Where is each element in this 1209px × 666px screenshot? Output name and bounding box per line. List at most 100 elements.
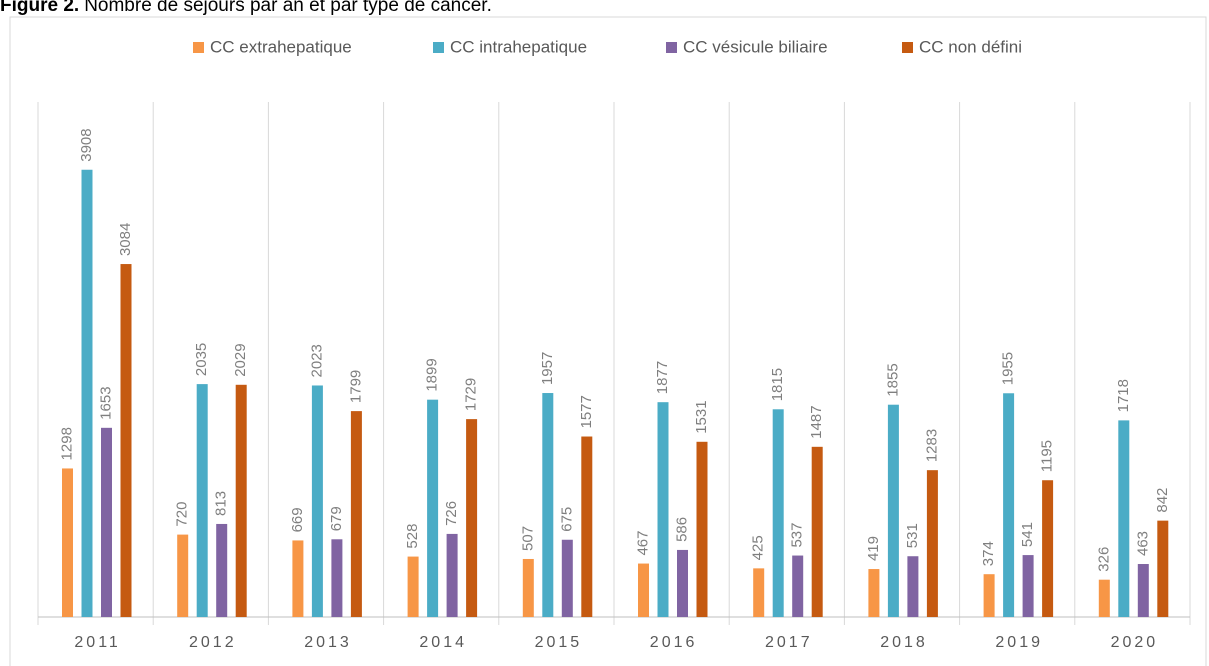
bar [772, 409, 784, 617]
legend-label: CC extrahepatique [210, 37, 352, 56]
value-label: 531 [904, 523, 921, 548]
legend-swatch [902, 42, 913, 53]
x-tick-label: 2013 [304, 634, 352, 651]
value-label: 1298 [58, 427, 75, 460]
x-tick-label: 2014 [419, 634, 467, 651]
bar [677, 549, 688, 617]
bar [887, 404, 899, 617]
x-tick-label: 2017 [765, 634, 813, 651]
value-label: 1799 [347, 370, 364, 403]
value-label: 1195 [1039, 440, 1056, 472]
x-tick-label: 2015 [535, 634, 583, 651]
value-label: 1729 [463, 378, 480, 411]
bar [62, 468, 73, 617]
bar [696, 441, 708, 617]
legend-label: CC vésicule biliaire [683, 37, 828, 56]
x-tick-label: 2018 [880, 634, 928, 651]
legend-swatch [666, 42, 677, 53]
title-prefix: Figure 2. [0, 0, 79, 16]
value-label: 1531 [693, 400, 710, 433]
bar [446, 533, 458, 617]
value-label: 1957 [539, 352, 556, 385]
bar [581, 436, 593, 617]
bar [561, 539, 573, 617]
bar [657, 402, 669, 617]
value-label: 1653 [97, 386, 114, 419]
value-label: 1283 [923, 429, 940, 462]
bar [1042, 480, 1054, 617]
bar [311, 385, 323, 617]
value-label: 326 [1095, 547, 1112, 572]
bar [1098, 579, 1110, 617]
value-label: 1718 [1115, 379, 1132, 412]
bar [407, 556, 419, 617]
legend-label: CC non défini [919, 37, 1022, 56]
bar [868, 569, 880, 617]
value-label: 1955 [1000, 352, 1017, 385]
value-label: 374 [980, 541, 997, 566]
value-label: 507 [519, 526, 536, 551]
bar [907, 556, 919, 617]
bar [466, 419, 478, 617]
bar [1137, 564, 1149, 617]
value-label: 1487 [808, 405, 825, 438]
bar [331, 539, 343, 617]
value-label: 1877 [654, 361, 671, 394]
bar [101, 427, 112, 617]
x-tick-label: 2016 [650, 634, 698, 651]
value-label: 1577 [578, 395, 595, 428]
value-label: 541 [1019, 522, 1036, 547]
bar [81, 169, 93, 618]
value-label: 813 [213, 491, 230, 516]
value-label: 467 [634, 531, 651, 556]
bar [196, 384, 208, 617]
x-tick-label: 2012 [189, 634, 237, 651]
value-label: 586 [673, 517, 690, 542]
bar [926, 470, 938, 617]
bar [811, 446, 823, 617]
bar [542, 393, 554, 617]
value-label: 463 [1134, 531, 1151, 556]
value-label: 537 [789, 523, 806, 548]
legend-swatch [193, 42, 204, 53]
bar [983, 574, 995, 617]
value-label: 675 [558, 507, 575, 532]
bar [753, 568, 765, 617]
bar [235, 384, 247, 617]
chart-title: Figure 2. Nombre de séjours par an et par… [0, 0, 492, 16]
title-text: Nombre de séjours par an et par type de … [84, 0, 492, 16]
bar [1118, 420, 1130, 617]
value-label: 1815 [769, 368, 786, 401]
value-label: 679 [328, 506, 345, 531]
bar [1022, 555, 1034, 617]
bar [522, 558, 534, 617]
bar [350, 411, 362, 617]
value-label: 842 [1154, 488, 1171, 513]
x-tick-label: 2019 [995, 634, 1043, 651]
value-label: 2029 [232, 343, 249, 376]
bar [1157, 520, 1169, 617]
value-label: 669 [289, 507, 306, 532]
bar [292, 540, 304, 617]
legend-swatch [433, 42, 444, 53]
value-label: 726 [443, 501, 460, 526]
legend-label: CC intrahepatique [450, 37, 587, 56]
bar [638, 563, 649, 617]
x-tick-label: 2020 [1111, 634, 1159, 651]
value-label: 3084 [117, 223, 134, 256]
value-label: 419 [865, 536, 882, 561]
value-label: 528 [404, 524, 421, 549]
bar [177, 534, 189, 617]
bar [1003, 393, 1015, 617]
value-label: 3908 [78, 128, 95, 161]
value-label: 720 [174, 502, 191, 527]
value-label: 2023 [308, 344, 325, 377]
value-label: 1855 [884, 363, 901, 396]
bar [120, 264, 132, 617]
x-tick-label: 2011 [74, 634, 120, 651]
bar [427, 399, 439, 617]
bar [216, 523, 228, 617]
value-label: 425 [750, 535, 767, 560]
value-label: 1899 [424, 358, 441, 391]
